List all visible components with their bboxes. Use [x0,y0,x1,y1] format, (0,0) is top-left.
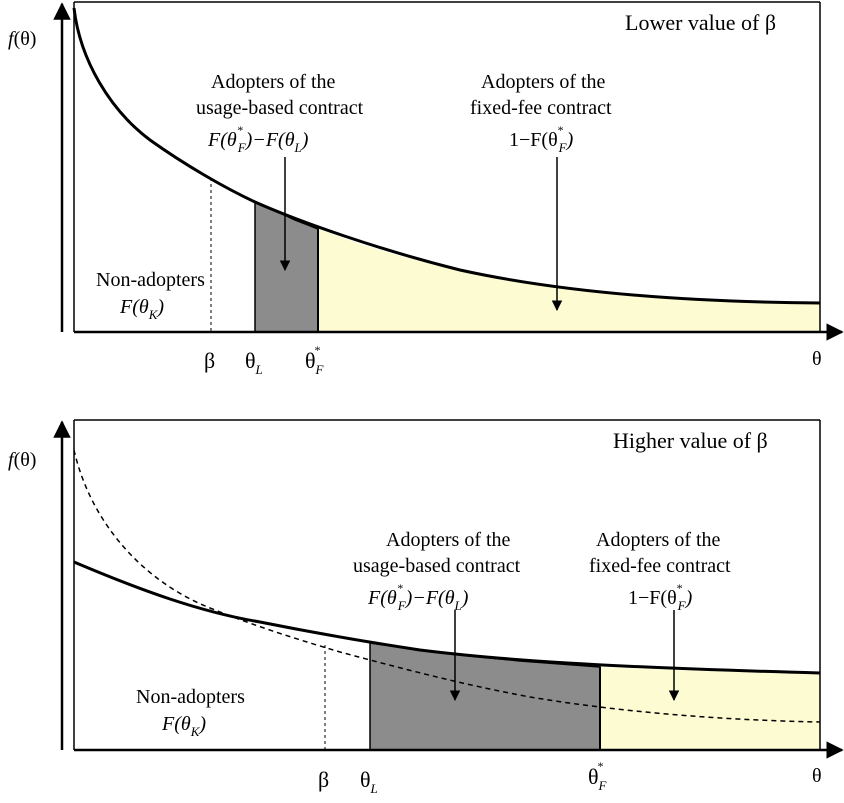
bottom-tick-theta-l: θL [360,767,378,796]
top-x-axis-label: θ [812,348,822,370]
top-non-adopters-formula: F(θK) [119,296,164,322]
top-usage-area [254,200,319,333]
top-usage-label-2: usage-based contract [196,97,364,119]
top-fixed-area [318,229,820,332]
bottom-tick-beta: β [318,767,329,792]
top-non-adopters-label: Non-adopters [96,269,205,291]
top-panel-title: Lower value of β [625,10,776,35]
top-y-axis-label: f(θ) [8,28,36,50]
bottom-usage-area [369,642,601,751]
bottom-usage-label-1: Adopters of the [386,529,511,551]
bottom-usage-label-2: usage-based contract [353,555,521,577]
top-density-curve [72,7,821,305]
bottom-usage-formula: F(θ* F)−F(θL) [367,581,469,613]
top-panel: Lower value of β f(θ) θ β θL θ* F Non-ado… [8,1,844,377]
top-tick-beta: β [204,348,215,373]
bottom-non-adopters-formula: F(θK) [161,713,206,739]
bottom-panel: Higher value of β f(θ) θ β θL θ* F Non-ad… [8,419,844,796]
bottom-tick-theta-f: θ* F [588,759,608,793]
top-tick-theta-f: θ* F [305,343,325,377]
bottom-x-axis-label: θ [812,765,822,787]
top-fixed-label-2: fixed-fee contract [470,97,612,119]
top-tick-theta-l: θL [245,348,263,377]
top-usage-formula: F(θ* F)−F(θL) [207,123,309,155]
bottom-panel-title: Higher value of β [613,428,768,453]
bottom-fixed-area [600,667,820,750]
bottom-dashed-previous-curve [73,449,821,723]
top-fixed-label-1: Adopters of the [481,71,606,93]
bottom-density-curve [73,560,821,675]
bottom-fixed-formula: 1−F(θ* F) [628,581,693,613]
top-usage-label-1: Adopters of the [211,71,336,93]
top-fixed-formula: 1−F(θ* F) [509,123,574,155]
bottom-non-adopters-label: Non-adopters [136,686,245,708]
bottom-y-axis-label: f(θ) [8,449,36,471]
bottom-fixed-label-1: Adopters of the [596,529,721,551]
bottom-fixed-label-2: fixed-fee contract [589,555,731,577]
